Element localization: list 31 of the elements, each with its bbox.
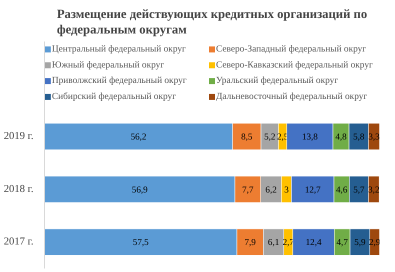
legend-label: Северо-Кавказский федеральный округ <box>216 60 373 70</box>
y-tick-label: 2018 г. <box>4 184 34 195</box>
data-label: 6,1 <box>268 237 280 248</box>
data-label: 5,9 <box>354 237 366 248</box>
data-label: 8,5 <box>241 132 253 142</box>
legend-label: Северо-Западный федеральный округ <box>216 44 366 54</box>
data-label: 4,8 <box>335 132 348 142</box>
legend-label: Дальневосточный федеральный округ <box>216 92 368 102</box>
data-label: 56,9 <box>132 184 148 194</box>
data-label: 6,2 <box>265 184 278 194</box>
data-label: 4,6 <box>336 184 348 194</box>
legend-label: Южный федеральный округ <box>52 60 164 70</box>
data-label: 12,7 <box>304 184 322 194</box>
legend-label: Уральский федеральный округ <box>216 76 338 86</box>
data-label: 7,9 <box>244 237 256 248</box>
data-label: 5,7 <box>353 184 366 194</box>
data-label: 56,2 <box>130 132 147 142</box>
y-tick-label: 2017 г. <box>4 236 34 248</box>
legend-label: Центральный федеральный округ <box>52 44 186 54</box>
legend-label: Сибирский федеральный округ <box>52 92 176 102</box>
data-label: 57,5 <box>132 237 150 248</box>
data-label: 7,7 <box>242 184 254 194</box>
legend-label: Приволжский федеральный округ <box>52 76 187 86</box>
data-label: 5,2 <box>264 132 276 142</box>
data-label: 13,8 <box>302 132 318 142</box>
data-label: 12,4 <box>306 237 322 248</box>
data-label: 4,7 <box>336 237 348 248</box>
data-label: 3 <box>284 184 290 194</box>
chart-title: Размещение действующих кредитных организаций по федеральным округам <box>56 7 368 36</box>
data-label: 5,8 <box>353 132 365 142</box>
y-tick-label: 2019 г. <box>4 131 34 142</box>
